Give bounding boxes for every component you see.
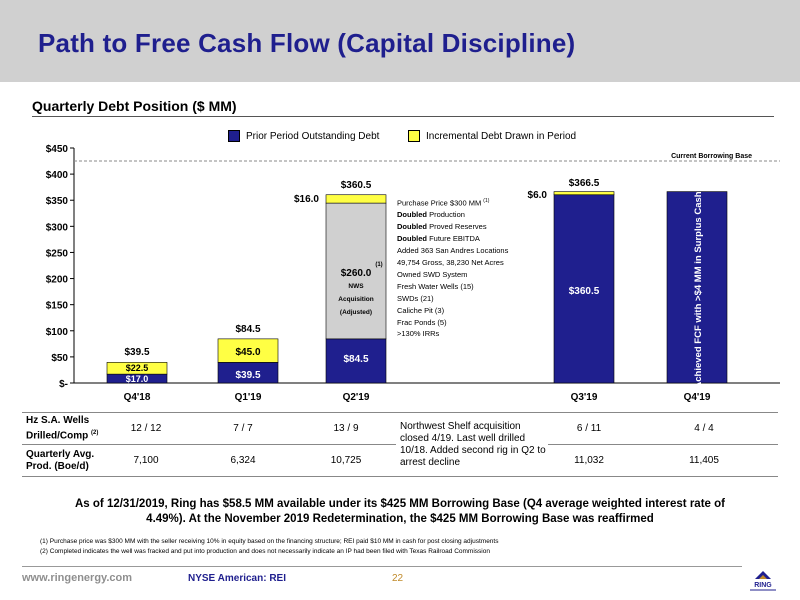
note-irrs: >130% IRRs: [397, 329, 440, 339]
chart-subtitle: Quarterly Debt Position ($ MM): [32, 98, 237, 114]
data-label-prior: $84.5: [343, 354, 368, 365]
data-label-incremental: $45.0: [235, 347, 260, 358]
y-tick-label: $250: [46, 248, 69, 259]
acquisition-note-cell: Northwest Shelf acquisition closed 4/19.…: [396, 412, 548, 477]
legend-item-incremental-debt: Incremental Debt Drawn in Period: [408, 130, 576, 142]
row-header-production: Quarterly Avg. Prod. (Boe/d): [22, 444, 102, 477]
note-swd-system: Owned SWD System: [397, 269, 468, 279]
bar-segment-acquisition: [325, 202, 387, 340]
table-cell: 13 / 9: [296, 412, 396, 445]
data-label-acquisition: $260.0: [341, 268, 372, 279]
debt-bar-chart: $- $50 $100 $150 $200 $250 $300 $350 $400 $450 Cur…: [46, 144, 780, 403]
data-label-total: $366.5: [569, 178, 600, 189]
footnotes: (1) Purchase price was $300 MM with the …: [40, 537, 498, 557]
footer-website-link[interactable]: www.ringenergy.com: [22, 572, 133, 584]
data-label-total: $39.5: [124, 347, 149, 358]
table-row-production: Quarterly Avg. Prod. (Boe/d) 7,100 6,324 …: [22, 444, 778, 477]
subtitle-divider: [32, 116, 774, 117]
row-header-wells: Hz S.A. Wells Drilled/Comp (2): [22, 412, 102, 445]
table-cell: 6 / 11: [548, 412, 630, 445]
data-label-fcf: Achieved FCF with >$4 MM in Surplus Cash: [693, 191, 704, 388]
note-frac-ponds: Frac Ponds (5): [397, 317, 447, 327]
data-label-total: $84.5: [235, 324, 260, 335]
y-tick-label: $150: [46, 301, 69, 312]
bar-segment-incremental: [553, 191, 615, 196]
table-cell: 7 / 7: [190, 412, 296, 445]
summary-text: As of 12/31/2019, Ring has $58.5 MM avai…: [75, 498, 725, 525]
note-caliche: Caliche Pit (3): [397, 305, 445, 315]
borrowing-base-label: Current Borrowing Base: [671, 153, 752, 160]
data-label-total: $360.5: [341, 180, 372, 191]
ring-logo-icon: RING: [750, 571, 776, 591]
x-tick-label: Q1'19: [235, 392, 262, 403]
footer-ticker: NYSE American: REI: [188, 573, 286, 584]
table-cell: 11,032: [548, 444, 630, 477]
y-tick-label: $50: [51, 353, 68, 364]
y-tick-label: $450: [46, 144, 69, 155]
table-cell: 10,725: [296, 444, 396, 477]
table-cell: 6,324: [190, 444, 296, 477]
stats-table: Hz S.A. Wells Drilled/Comp (2) 12 / 12 7 …: [22, 412, 778, 477]
note-reserves: Doubled Proved Reserves: [397, 222, 487, 232]
note-production: Doubled Production: [397, 210, 465, 220]
note-purchase-price: Purchase Price $300 MM (1): [397, 198, 490, 208]
table-cell: 7,100: [102, 444, 190, 477]
x-tick-label: Q4'18: [124, 392, 151, 403]
acquisition-notes: Purchase Price $300 MM (1) Doubled Produ…: [397, 196, 508, 340]
data-label-incremental: $16.0: [294, 194, 319, 205]
y-tick-label: $200: [46, 275, 69, 286]
data-label-prior: $360.5: [569, 286, 600, 297]
footnote-1: (1) Purchase price was $300 MM with the …: [40, 538, 499, 545]
bar-segment-incremental: [217, 338, 279, 363]
slide-title: Path to Free Cash Flow (Capital Discipli…: [38, 28, 576, 58]
data-label-prior: $39.5: [235, 370, 260, 381]
data-label-footnote-mark: (1): [375, 262, 382, 268]
footer-divider: [22, 566, 742, 567]
title-bar: [0, 0, 800, 82]
bar-segment-incremental: [106, 362, 168, 375]
y-tick-label: $-: [59, 379, 68, 390]
logo-text: RING: [754, 582, 772, 589]
table-cell: 11,405: [630, 444, 778, 477]
y-tick-label: $400: [46, 170, 69, 181]
data-label-adjusted: (Adjusted): [340, 309, 372, 316]
bar-segment-prior: [553, 194, 615, 384]
note-swds: SWDs (21): [397, 293, 434, 303]
data-label-nws: NWS: [348, 283, 364, 290]
table-row-wells: Hz S.A. Wells Drilled/Comp (2) 12 / 12 7 …: [22, 412, 778, 477]
data-label-prior: $17.0: [126, 374, 149, 384]
footnote-2: (2) Completed indicates the well was fra…: [40, 548, 490, 555]
note-ebitda: Doubled Future EBITDA: [397, 234, 480, 244]
legend-label-incremental: Incremental Debt Drawn in Period: [426, 130, 577, 142]
table-cell: 4 / 4: [630, 412, 778, 445]
legend-swatch-incremental: [408, 130, 420, 142]
data-label-incremental: $22.5: [126, 363, 149, 373]
page-number: 22: [392, 573, 404, 584]
note-locations: Added 363 San Andres Locations: [397, 246, 509, 256]
note-acres: 49,754 Gross, 38,230 Net Acres: [397, 258, 504, 268]
y-tick-label: $300: [46, 222, 69, 233]
y-tick-label: $100: [46, 327, 69, 338]
x-tick-label: Q3'19: [571, 392, 598, 403]
legend-label-prior: Prior Period Outstanding Debt: [246, 130, 380, 142]
bar-segment-incremental: [325, 194, 387, 204]
legend-swatch-prior: [228, 130, 240, 142]
x-tick-label: Q4'19: [684, 392, 711, 403]
legend-item-prior-debt: Prior Period Outstanding Debt: [228, 130, 379, 142]
data-label-incremental: $6.0: [528, 190, 548, 201]
x-tick-label: Q2'19: [343, 392, 370, 403]
note-water-wells: Fresh Water Wells (15): [397, 281, 474, 291]
table-cell: 12 / 12: [102, 412, 190, 445]
bar-segment-prior: [666, 191, 728, 384]
data-label-acquisition-word: Acquisition: [338, 296, 373, 303]
y-tick-label: $350: [46, 196, 69, 207]
